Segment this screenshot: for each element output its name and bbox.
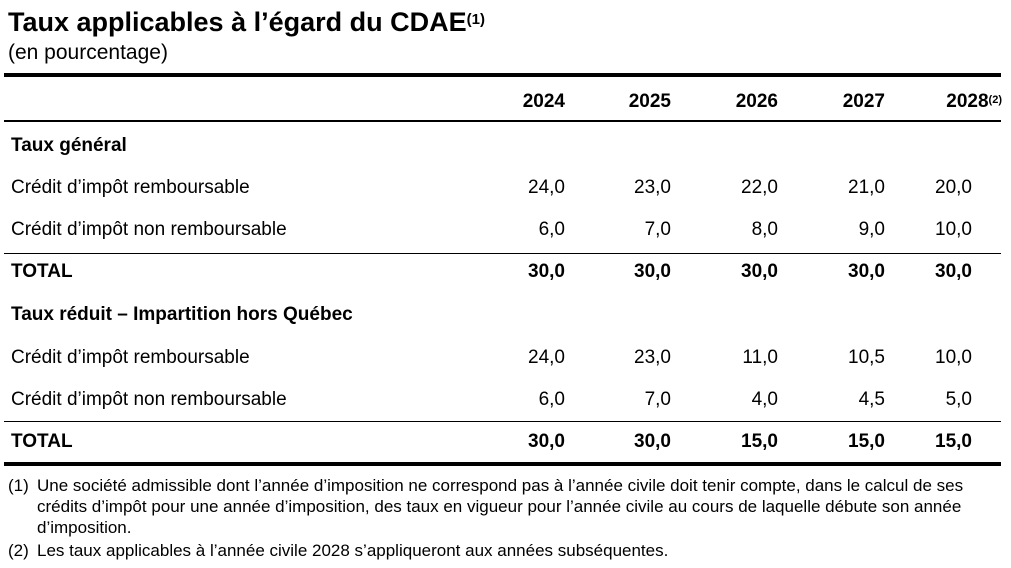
table-cell: 8,0: [751, 219, 778, 240]
table-cell: 9,0: [858, 219, 885, 240]
total-cell: 15,0: [741, 431, 778, 452]
title-text: Taux applicables à l’égard du CDAE: [8, 7, 467, 37]
column-header-note-ref: (2): [988, 94, 1002, 106]
table-cell: 4,5: [858, 389, 885, 410]
table-cell: 10,0: [935, 219, 972, 240]
table-cell: 4,0: [751, 389, 778, 410]
table-cell: 23,0: [634, 177, 671, 198]
page-subtitle: (en pourcentage): [8, 41, 168, 64]
total-cell: 30,0: [528, 431, 565, 452]
total-label: TOTAL: [11, 261, 73, 282]
total-cell: 15,0: [848, 431, 885, 452]
table-bottom-rule: [4, 462, 1001, 466]
row-label: Crédit d’impôt non remboursable: [11, 219, 287, 240]
row-label: Crédit d’impôt remboursable: [11, 177, 250, 198]
table-cell: 7,0: [644, 219, 671, 240]
total-cell: 30,0: [935, 261, 972, 282]
header-rule: [4, 120, 1001, 122]
section-heading-general: Taux général: [11, 135, 127, 156]
total-cell: 30,0: [741, 261, 778, 282]
column-header-2028: 2028(2): [946, 91, 1002, 112]
footnote-text: Une société admissible dont l’année d’im…: [37, 476, 964, 537]
table-cell: 6,0: [538, 219, 565, 240]
table-top-rule: [4, 73, 1001, 77]
column-header-2027: 2027: [842, 91, 885, 112]
total-cell: 30,0: [634, 431, 671, 452]
row-label: Crédit d’impôt remboursable: [11, 347, 250, 368]
table-cell: 24,0: [528, 177, 565, 198]
total-cell: 30,0: [528, 261, 565, 282]
table-cell: 10,5: [848, 347, 885, 368]
table-cell: 24,0: [528, 347, 565, 368]
table-cell: 5,0: [945, 389, 972, 410]
footnote-text: Les taux applicables à l’année civile 20…: [37, 541, 669, 560]
total-cell: 15,0: [935, 431, 972, 452]
column-header-2024: 2024: [522, 91, 565, 112]
column-header-2025: 2025: [628, 91, 671, 112]
table-cell: 6,0: [538, 389, 565, 410]
section-heading-reduced: Taux réduit – Impartition hors Québec: [11, 304, 353, 325]
total-rule: [4, 253, 1001, 254]
total-rule: [4, 421, 1001, 422]
table-cell: 20,0: [935, 177, 972, 198]
table-cell: 22,0: [741, 177, 778, 198]
footnote-1: (1) Une société admissible dont l’année …: [8, 475, 1003, 539]
footnote-marker: (2): [8, 541, 29, 560]
column-header-2026: 2026: [735, 91, 778, 112]
title-note-ref: (1): [466, 11, 485, 28]
table-cell: 11,0: [742, 347, 778, 368]
table-cell: 23,0: [634, 347, 671, 368]
total-cell: 30,0: [634, 261, 671, 282]
footnote-2: (2) Les taux applicables à l’année civil…: [8, 540, 1003, 562]
footnote-marker: (1): [8, 476, 29, 495]
row-label: Crédit d’impôt non remboursable: [11, 389, 287, 410]
total-label: TOTAL: [11, 431, 73, 452]
page-title: Taux applicables à l’égard du CDAE(1): [8, 6, 485, 38]
table-cell: 10,0: [935, 347, 972, 368]
table-cell: 21,0: [848, 177, 885, 198]
total-cell: 30,0: [848, 261, 885, 282]
table-cell: 7,0: [644, 389, 671, 410]
